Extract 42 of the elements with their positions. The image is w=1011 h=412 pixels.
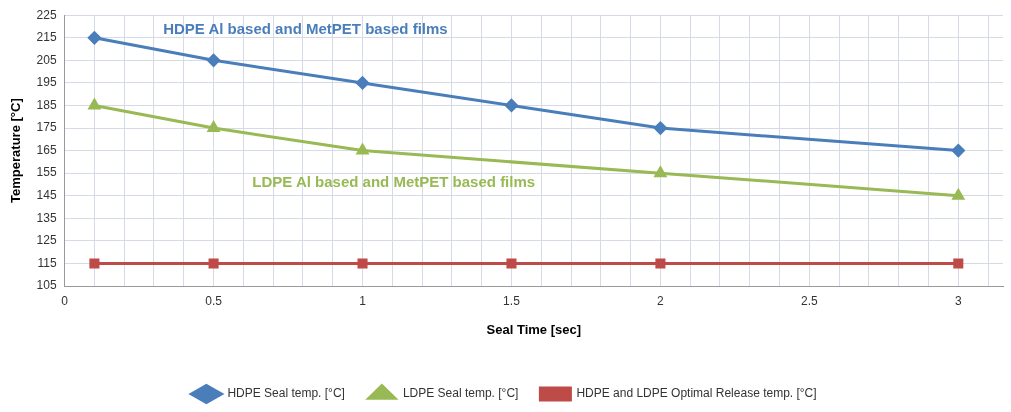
- x-axis-title: Seal Time [sec]: [486, 321, 582, 337]
- point: [87, 31, 101, 45]
- point: [654, 166, 667, 178]
- point: [951, 144, 965, 158]
- y-tick-label: 205: [36, 52, 57, 67]
- point: [504, 98, 518, 112]
- y-tick-label: 165: [36, 142, 57, 157]
- point: [953, 258, 964, 269]
- y-tick-label: 225: [36, 7, 57, 22]
- point: [207, 53, 221, 67]
- x-tick-label: 1: [359, 293, 367, 308]
- point: [357, 258, 368, 269]
- annotation: HDPE Al based and MetPET based films: [163, 20, 448, 38]
- y-tick-label: 115: [37, 255, 57, 270]
- y-axis-title: Temperature [°C]: [8, 98, 24, 203]
- point: [208, 258, 219, 269]
- y-tick-label: 105: [36, 278, 57, 293]
- x-tick-label: 1.5: [503, 293, 521, 308]
- legend-label: HDPE Seal temp. [°C]: [227, 386, 345, 401]
- point: [88, 98, 101, 110]
- x-tick-label: 3: [954, 293, 962, 308]
- y-tick-label: 185: [36, 97, 57, 112]
- y-tick-label: 125: [36, 233, 57, 248]
- annotation: LDPE Al based and MetPET based films: [252, 173, 536, 191]
- point: [89, 258, 100, 269]
- y-tick-label: 195: [36, 75, 57, 90]
- y-tick-label: 215: [36, 30, 57, 45]
- y-tick-label: 145: [36, 188, 57, 203]
- point: [506, 258, 517, 269]
- point: [653, 121, 667, 135]
- x-tick-label: 0: [61, 293, 69, 308]
- point: [655, 258, 666, 269]
- y-tick-label: 135: [36, 210, 57, 225]
- legend-label: LDPE Seal temp. [°C]: [402, 386, 519, 401]
- legend-label: HDPE and LDPE Optimal Release temp. [°C]: [576, 386, 817, 401]
- point: [207, 121, 220, 133]
- x-tick-label: 0.5: [205, 293, 223, 308]
- y-tick-label: 175: [36, 120, 57, 135]
- y-tick-label: 155: [36, 165, 57, 180]
- point: [356, 76, 370, 90]
- x-tick-label: 2: [657, 293, 665, 308]
- x-tick-label: 2.5: [801, 293, 819, 308]
